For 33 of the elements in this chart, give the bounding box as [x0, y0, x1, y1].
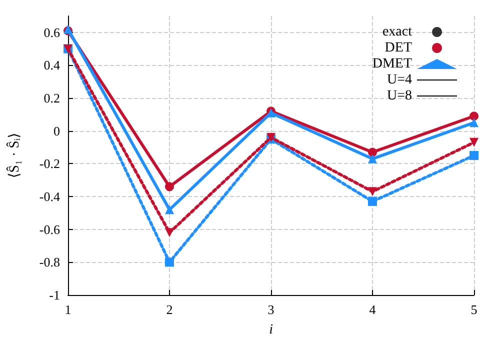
- legend-label: DMET: [372, 56, 412, 72]
- point: [470, 118, 478, 128]
- point: [470, 138, 478, 147]
- y-tick-label: -0.8: [39, 254, 60, 270]
- legend-label: U=4: [386, 72, 412, 88]
- x-tick-label: 5: [470, 302, 478, 317]
- x-tick-label: 3: [268, 302, 274, 317]
- point: [368, 154, 377, 164]
- y-tick-label: 0.2: [44, 90, 60, 106]
- y-tick-label: 0: [54, 123, 60, 138]
- y-tick-label: -0.2: [39, 156, 60, 172]
- y-axis-title: ⟨Ŝ₁ · Ŝᵢ⟩: [6, 132, 22, 178]
- point: [165, 258, 174, 267]
- point: [470, 151, 478, 160]
- y-tick-label: 0.6: [44, 24, 60, 40]
- x-axis-title: i: [269, 322, 274, 338]
- legend-label: exact: [382, 24, 412, 40]
- x-tick-label: 2: [166, 302, 173, 317]
- legend-label: U=8: [386, 88, 412, 104]
- point: [165, 205, 174, 214]
- x-tick-label: 1: [64, 302, 72, 317]
- legend-label: DET: [384, 40, 412, 56]
- point: [470, 112, 478, 121]
- point: [368, 196, 377, 206]
- point: [165, 182, 174, 192]
- y-tick-label: -1: [49, 288, 60, 302]
- y-tick-label: -0.6: [39, 222, 60, 237]
- x-tick-label: 4: [369, 302, 376, 317]
- point: [368, 187, 377, 196]
- y-tick-label: -0.4: [39, 189, 60, 204]
- y-tick-label: 0.4: [44, 58, 60, 73]
- point: [368, 148, 377, 157]
- point: [165, 228, 174, 238]
